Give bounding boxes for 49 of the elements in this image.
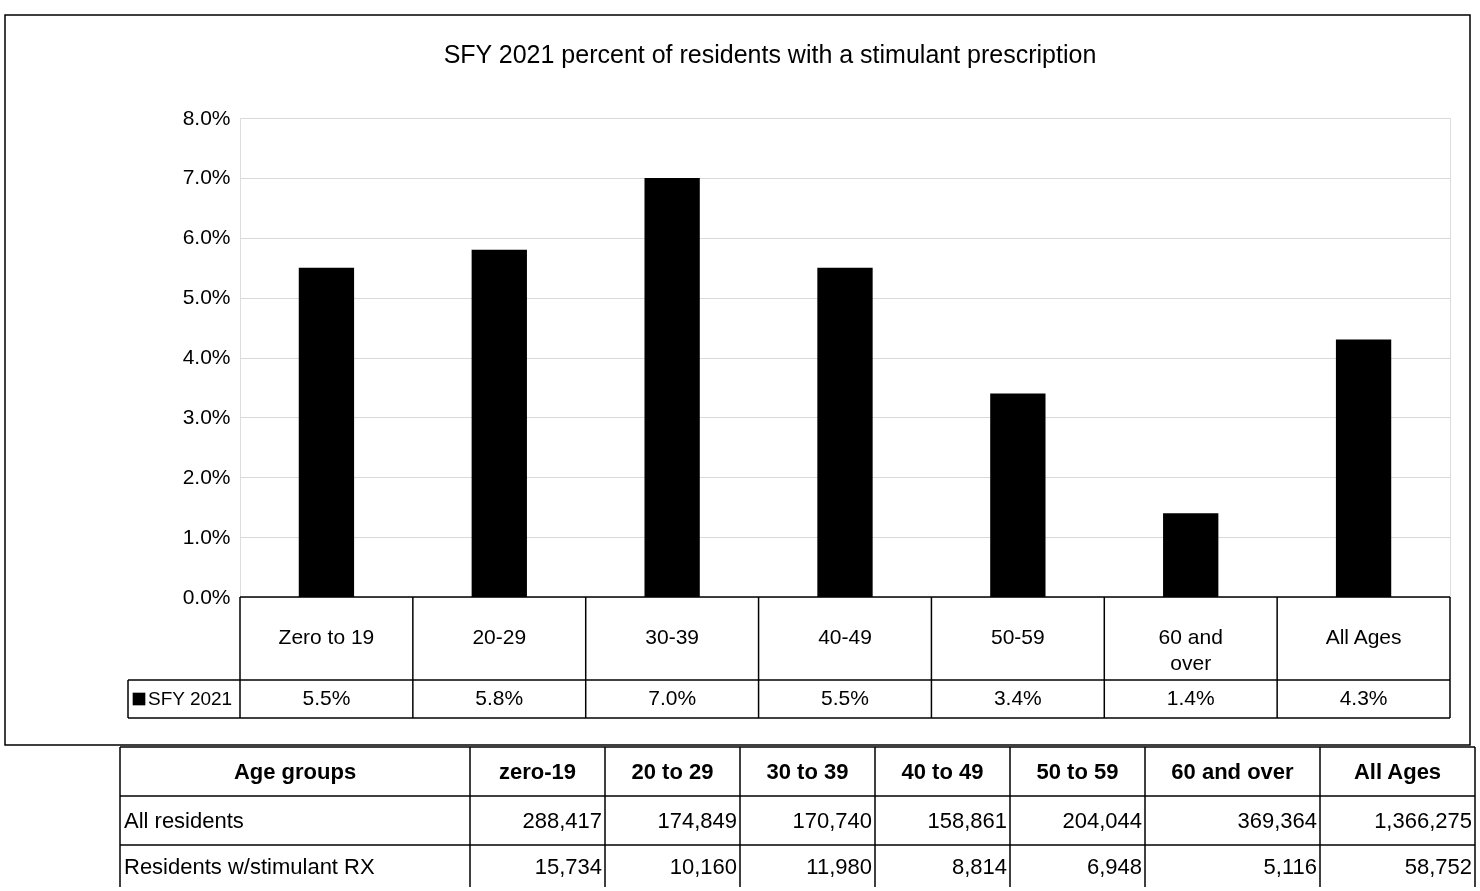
y-tick-label: 7.0% [182, 165, 231, 189]
text: 5,116 [1263, 853, 1317, 879]
y-tick-label: 4.0% [182, 345, 231, 368]
x-tick-label: 60 and over [1158, 625, 1223, 674]
x-tick-label: Zero to 19 [278, 625, 375, 648]
data-label: 5.5% [821, 686, 869, 709]
text: 204,044 [1062, 807, 1142, 833]
x-tick-label: 50-59 [991, 625, 1045, 648]
x-tick-label: All Ages [1325, 625, 1402, 648]
text: 6,948 [1086, 853, 1142, 879]
text: Age groups [233, 758, 357, 784]
text: 158,861 [927, 807, 1007, 833]
text: All residents [124, 807, 244, 833]
y-tick-label: 8.0% [182, 105, 231, 129]
text: 20 to 29 [631, 758, 714, 784]
x-tick-label: 20-29 [472, 625, 527, 648]
text: 11,980 [806, 853, 872, 879]
text: 50 to 59 [1036, 758, 1119, 784]
text: 8,814 [951, 853, 1007, 879]
text: 174,849 [657, 807, 737, 833]
data-label: 5.8% [475, 686, 524, 709]
x-tick-label: 40-49 [818, 625, 872, 648]
text: Residents w/stimulant RX [124, 853, 375, 879]
chart-title: SFY 2021 percent of residents with a stimulant prescription [443, 40, 1097, 68]
text: 40 to 49 [901, 758, 984, 784]
text: 288,417 [522, 807, 602, 833]
y-tick-label: 5.0% [182, 285, 231, 309]
text: 15,734 [534, 853, 602, 879]
text: All Ages [1353, 758, 1442, 784]
data-label: 1.4% [1166, 686, 1215, 709]
y-tick-label: 0.0% [182, 584, 231, 608]
data-label: 3.4% [993, 686, 1042, 709]
text: 60 and over [1171, 758, 1295, 784]
y-tick-label: 2.0% [182, 464, 231, 488]
y-tick-label: 6.0% [182, 225, 231, 249]
data-label: 7.0% [648, 686, 697, 709]
text: 1,366,275 [1374, 807, 1472, 833]
text: zero-19 [498, 758, 577, 784]
text: 369,364 [1237, 807, 1317, 833]
y-tick-label: 3.0% [182, 404, 231, 428]
text: 58,752 [1404, 853, 1472, 879]
text: 170,740 [792, 807, 872, 833]
data-label: 4.3% [1339, 686, 1388, 709]
x-tick-label: 30-39 [645, 625, 699, 648]
text: 30 to 39 [766, 758, 849, 784]
y-tick-label: 1.0% [182, 524, 231, 548]
legend-label: SFY 2021 [148, 688, 233, 709]
text: 10,160 [669, 853, 737, 879]
data-label: 5.5% [302, 686, 351, 709]
